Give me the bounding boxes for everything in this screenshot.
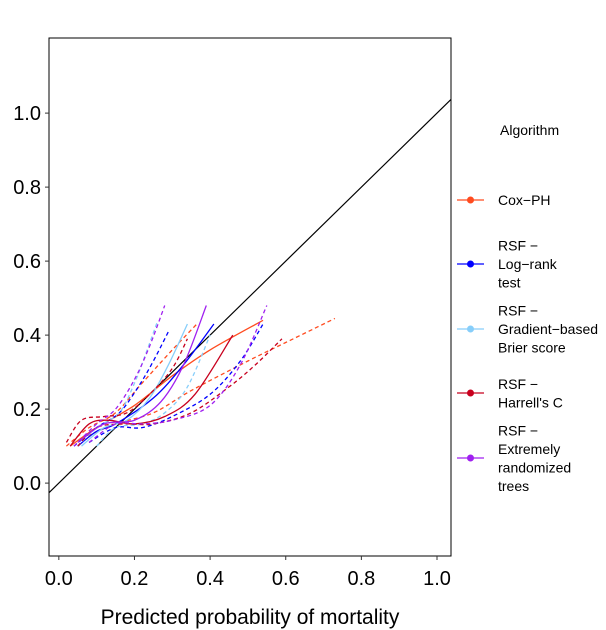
series-2-line (81, 323, 189, 447)
x-tick-label: 0.0 (45, 568, 73, 590)
legend-key-dot (467, 389, 474, 397)
legend-item-1: RSF − Log−rank test (457, 238, 558, 291)
y-tick-label: 0.4 (13, 325, 41, 347)
legend-label: Cox−PH (498, 192, 551, 208)
legend-item-4: RSF − Extremely randomized trees (457, 422, 571, 494)
legend-label: Harrell's C (498, 394, 563, 410)
y-tick-label: 0.8 (13, 177, 41, 199)
legend: Cox−PH RSF − Log−rank test RSF − Gradient−bas… (457, 192, 598, 494)
legend-item-0: Cox−PH (457, 192, 551, 208)
x-tick-label: 0.4 (196, 568, 224, 590)
x-tick-label: 0.6 (272, 568, 300, 590)
legend-key-dot (467, 196, 474, 204)
legend-label: RSF − (498, 238, 538, 254)
x-tick-label: 1.0 (423, 568, 451, 590)
legend-label: randomized (498, 459, 571, 475)
y-tick-label: 0.2 (13, 399, 41, 421)
series-4-upper-bound (73, 305, 166, 447)
plot-marks (49, 98, 451, 494)
legend-label: Extremely (498, 441, 560, 457)
legend-label: trees (498, 478, 529, 494)
legend-item-3: RSF − Harrell's C (457, 376, 563, 410)
legend-label: Log−rank (498, 256, 558, 272)
legend-key-dot (467, 325, 474, 333)
series-2-lower-bound (96, 334, 211, 447)
legend-title: Algorithm (500, 122, 559, 138)
legend-label: Brier score (498, 340, 566, 356)
legend-label: Gradient−based (498, 321, 598, 337)
y-tick-label: 0.0 (13, 473, 41, 495)
x-tick-label: 0.8 (347, 568, 375, 590)
x-axis-label: Predicted probability of mortality (101, 606, 400, 629)
x-axis: 0.0 0.2 0.4 0.6 0.8 1.0 (45, 556, 451, 590)
series-4-line (77, 305, 207, 443)
series-1-lower-bound (88, 323, 264, 443)
legend-label: test (498, 275, 521, 291)
legend-item-2: RSF − Gradient−based Brier score (457, 303, 598, 356)
series-1-line (77, 323, 215, 447)
series-1-upper-bound (73, 331, 170, 447)
series-0-upper-bound (65, 323, 198, 447)
legend-key-dot (467, 454, 474, 462)
legend-label: RSF − (498, 422, 538, 438)
plot-panel (48, 37, 452, 557)
series-3-upper-bound (65, 338, 188, 443)
y-axis: 0.0 0.2 0.4 0.6 0.8 1.0 (13, 103, 49, 495)
legend-label: RSF − (498, 303, 538, 319)
legend-label: RSF − (498, 376, 538, 392)
legend-key-dot (467, 260, 474, 268)
y-tick-label: 0.6 (13, 251, 41, 273)
y-tick-label: 1.0 (13, 103, 41, 125)
x-tick-label: 0.2 (121, 568, 149, 590)
